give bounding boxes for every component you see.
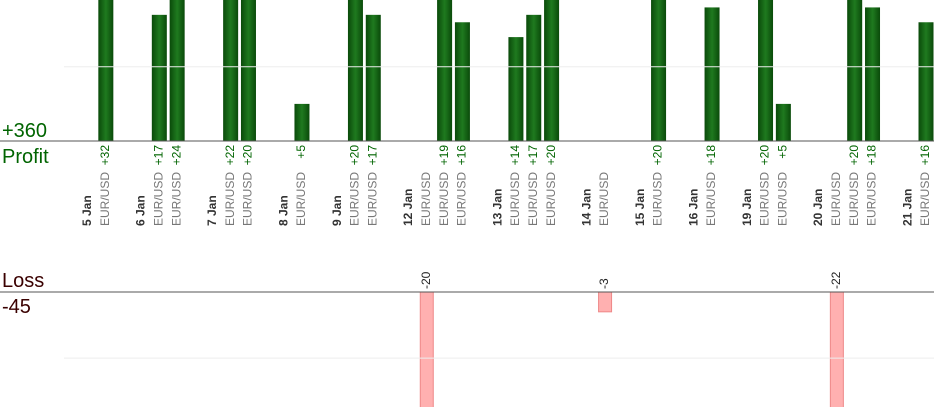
loss-bar bbox=[829, 292, 844, 407]
profit-bar bbox=[240, 0, 256, 141]
value-label: +5 bbox=[776, 145, 790, 159]
profit-bars bbox=[98, 0, 934, 141]
date-label: 5 Jan bbox=[80, 195, 94, 226]
pair-label: EUR/USD bbox=[365, 172, 379, 226]
value-label: +19 bbox=[437, 145, 451, 166]
pair-label: EUR/USD bbox=[437, 172, 451, 226]
profit-bar bbox=[775, 103, 791, 141]
pair-label: EUR/USD bbox=[526, 172, 540, 226]
pair-label: EUR/USD bbox=[544, 172, 558, 226]
profit-label: Profit bbox=[2, 146, 49, 168]
profit-bar bbox=[365, 14, 381, 141]
loss-total: -45 bbox=[2, 296, 31, 318]
profit-bar bbox=[758, 0, 774, 141]
value-label: -3 bbox=[597, 278, 611, 289]
value-label: +5 bbox=[294, 145, 308, 159]
value-label: +20 bbox=[241, 145, 255, 166]
profit-bar bbox=[347, 0, 363, 141]
value-label: +16 bbox=[918, 145, 932, 166]
loss-bar bbox=[419, 292, 434, 407]
profit-bar bbox=[454, 22, 470, 141]
value-label: +16 bbox=[455, 145, 469, 166]
profit-total: +360 bbox=[2, 120, 47, 142]
date-label: 13 Jan bbox=[490, 189, 504, 226]
date-label: 19 Jan bbox=[740, 189, 754, 226]
pair-label: EUR/USD bbox=[223, 172, 237, 226]
date-label: 20 Jan bbox=[811, 189, 825, 226]
loss-bar bbox=[598, 292, 613, 313]
date-label: 7 Jan bbox=[205, 195, 219, 226]
profit-bar bbox=[651, 0, 667, 141]
value-label: +22 bbox=[223, 145, 237, 166]
profit-bar bbox=[918, 22, 934, 141]
profit-bar bbox=[437, 0, 453, 141]
profit-bar bbox=[508, 37, 524, 141]
value-label: +20 bbox=[544, 145, 558, 166]
date-label: 12 Jan bbox=[401, 189, 415, 226]
pair-label: EUR/USD bbox=[776, 172, 790, 226]
value-label: +17 bbox=[151, 145, 165, 166]
pair-label: EUR/USD bbox=[455, 172, 469, 226]
date-label: 16 Jan bbox=[686, 189, 700, 226]
date-label: 15 Jan bbox=[633, 189, 647, 226]
pair-label: EUR/USD bbox=[918, 172, 932, 226]
profit-bar bbox=[865, 7, 881, 141]
pair-label: EUR/USD bbox=[829, 172, 843, 226]
profit-bar bbox=[526, 14, 542, 141]
profit-bar bbox=[847, 0, 863, 141]
pair-label: EUR/USD bbox=[758, 172, 772, 226]
profit-bar bbox=[223, 0, 239, 141]
value-label: +32 bbox=[98, 145, 112, 166]
pair-label: EUR/USD bbox=[241, 172, 255, 226]
value-label: +14 bbox=[508, 145, 522, 166]
value-label: +17 bbox=[365, 145, 379, 166]
pair-label: EUR/USD bbox=[508, 172, 522, 226]
value-label: +20 bbox=[758, 145, 772, 166]
profit-bar bbox=[169, 0, 185, 141]
value-label: -22 bbox=[829, 271, 843, 289]
value-label: +18 bbox=[704, 145, 718, 166]
profit-bar bbox=[544, 0, 560, 141]
profit-bar bbox=[294, 103, 310, 141]
loss-label: Loss bbox=[2, 270, 44, 292]
profit-bar bbox=[151, 14, 167, 141]
value-label: +20 bbox=[651, 145, 665, 166]
pair-label: EUR/USD bbox=[847, 172, 861, 226]
value-label: -20 bbox=[419, 271, 433, 289]
pair-label: EUR/USD bbox=[98, 172, 112, 226]
profit-bar bbox=[98, 0, 114, 141]
pair-label: EUR/USD bbox=[419, 172, 433, 226]
pair-label: EUR/USD bbox=[348, 172, 362, 226]
pair-label: EUR/USD bbox=[151, 172, 165, 226]
date-label: 9 Jan bbox=[330, 195, 344, 226]
loss-bars bbox=[419, 292, 844, 407]
value-label: +24 bbox=[169, 145, 183, 166]
pair-label: EUR/USD bbox=[704, 172, 718, 226]
pair-label: EUR/USD bbox=[169, 172, 183, 226]
date-label: 8 Jan bbox=[276, 195, 290, 226]
profit-bar bbox=[704, 7, 720, 141]
pair-label: EUR/USD bbox=[294, 172, 308, 226]
date-label: 14 Jan bbox=[579, 189, 593, 226]
value-label: +20 bbox=[348, 145, 362, 166]
date-label: 6 Jan bbox=[134, 195, 148, 226]
pair-label: EUR/USD bbox=[651, 172, 665, 226]
pair-label: EUR/USD bbox=[865, 172, 879, 226]
pair-label: EUR/USD bbox=[597, 172, 611, 226]
date-label: 21 Jan bbox=[900, 189, 914, 226]
value-label: +17 bbox=[526, 145, 540, 166]
value-label: +20 bbox=[847, 145, 861, 166]
value-label: +18 bbox=[865, 145, 879, 166]
